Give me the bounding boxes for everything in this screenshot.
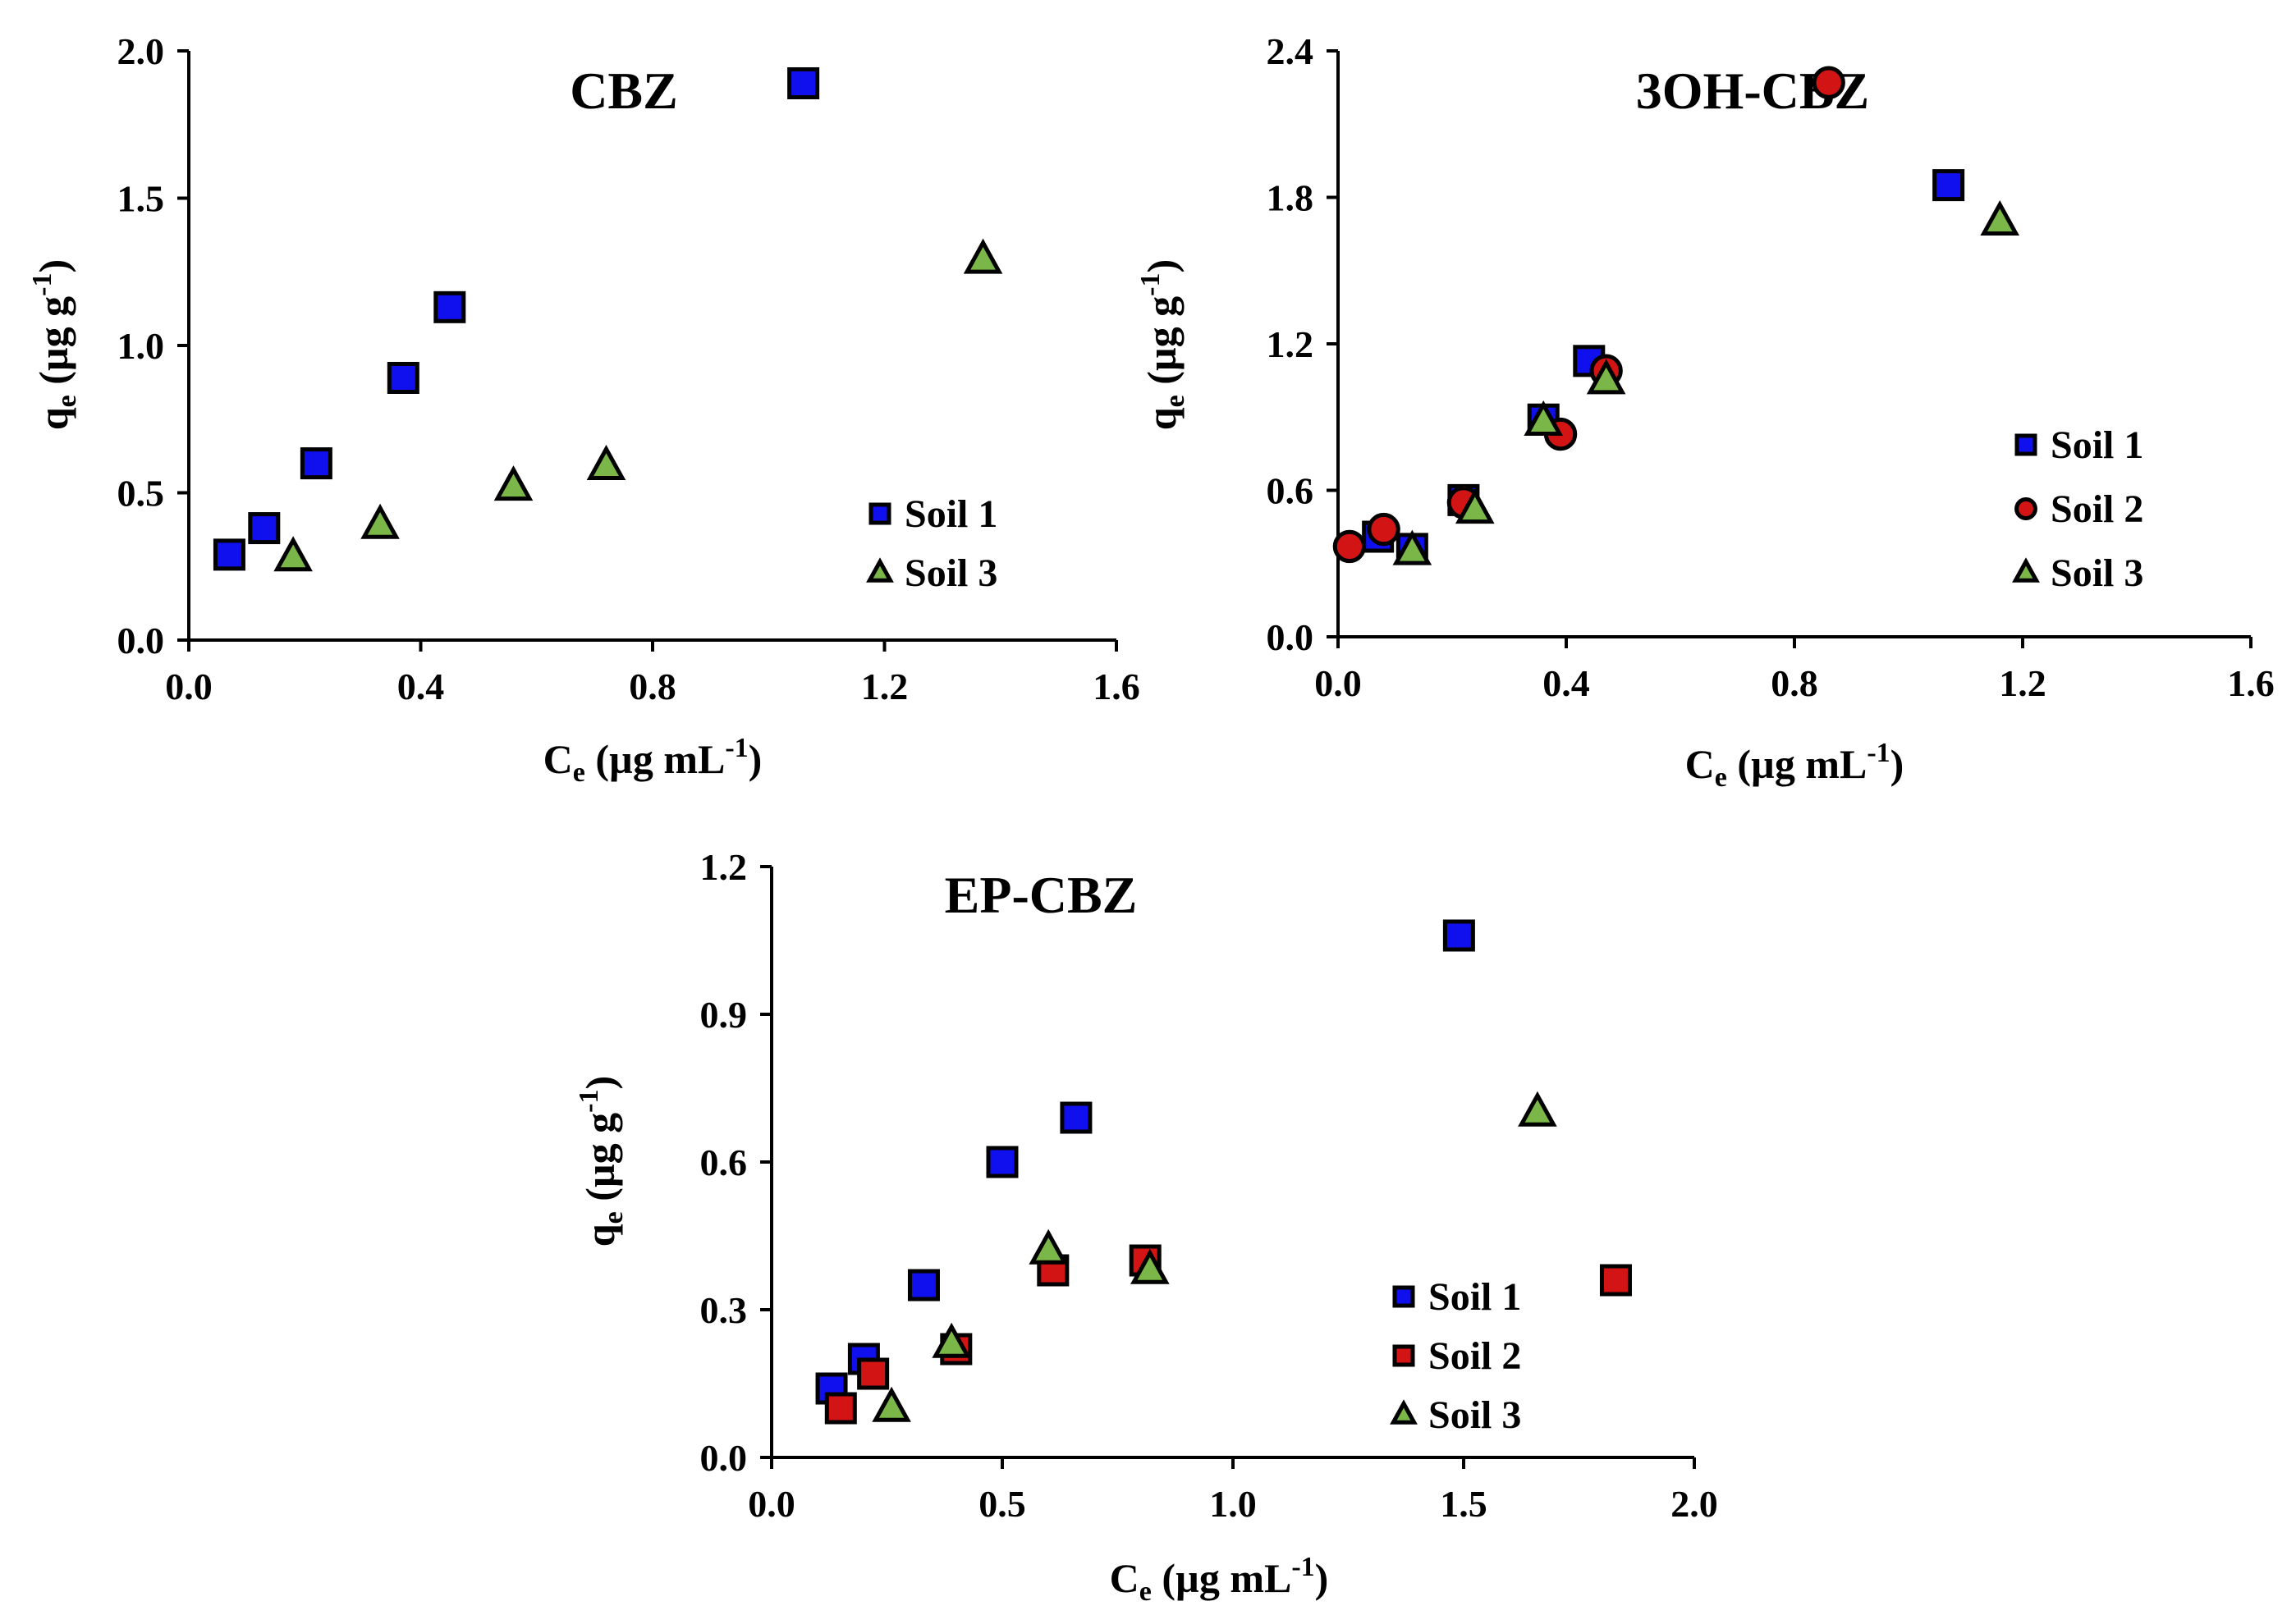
y-tick-label: 1.5 — [117, 178, 165, 220]
y-tick-label: 0.0 — [117, 620, 165, 661]
data-point — [1455, 488, 1495, 524]
x-axis-title: Ce (µg mL-1) — [1685, 738, 1904, 793]
x-axis-title: Ce (µg mL-1) — [543, 733, 763, 788]
data-point — [1518, 1091, 1557, 1127]
data-point — [273, 536, 313, 572]
y-tick-label: 0.5 — [117, 473, 165, 515]
legend-label: Soil 3 — [2051, 551, 2143, 595]
data-point — [493, 465, 534, 501]
chart-panel-1: 0.0 0.4 0.8 1.2 1.6 0.0 0.5 1.0 1.5 2.0 CBZ Ce (µg … — [27, 30, 1140, 788]
y-axis-title: qe (µg g-1) — [574, 1076, 629, 1247]
data-point — [963, 238, 1003, 274]
x-tick-label: 1.6 — [2227, 662, 2275, 704]
chart-title: CBZ — [570, 62, 678, 120]
data-point — [1060, 1101, 1093, 1134]
data-point — [387, 361, 419, 394]
data-point — [1332, 529, 1367, 564]
data-point — [1599, 1264, 1632, 1297]
legend-label: Soil 2 — [2051, 487, 2143, 531]
data-point — [213, 538, 245, 571]
data-point — [248, 512, 281, 545]
x-tick-label: 0.5 — [978, 1483, 1026, 1525]
series-soil-3 — [1392, 200, 2019, 565]
legend: Soil 1 Soil 2 Soil 3 — [2012, 423, 2143, 595]
legend-label: Soil 2 — [1428, 1334, 1521, 1378]
series-soil-3 — [872, 1091, 1557, 1422]
data-point — [1524, 400, 1563, 436]
y-tick-label: 1.2 — [1267, 323, 1314, 365]
legend: Soil 1 Soil 2 Soil 3 — [1390, 1275, 1521, 1437]
data-point — [1980, 200, 2019, 236]
y-tick-label: 0.0 — [700, 1437, 748, 1479]
y-tick-label: 0.9 — [700, 994, 748, 1036]
chart-panel-2: 0.0 0.4 0.8 1.2 1.60.00.61.21.82.43OH-CBZCe … — [1135, 30, 2275, 793]
x-tick-label: 1.5 — [1440, 1483, 1487, 1525]
x-tick-label: 0.0 — [1314, 662, 1362, 704]
data-point — [824, 1392, 857, 1425]
data-point — [986, 1146, 1019, 1178]
x-tick-label: 0.8 — [1771, 662, 1818, 704]
y-axis-title: qe (µg g-1) — [1135, 259, 1190, 430]
data-point — [1932, 169, 1965, 202]
x-tick-label: 0.0 — [165, 666, 213, 707]
legend-marker — [2012, 557, 2040, 583]
y-tick-label: 1.0 — [117, 325, 165, 367]
data-point — [300, 447, 332, 480]
y-axis-title: qe (µg g-1) — [27, 259, 82, 430]
data-point — [787, 66, 820, 99]
series-soil-1 — [815, 919, 1475, 1405]
data-point — [1392, 529, 1432, 565]
x-tick-label: 1.2 — [1999, 662, 2046, 704]
x-tick-label: 0.4 — [1542, 662, 1590, 704]
y-tick-label: 2.4 — [1267, 30, 1314, 72]
series-soil-2 — [1332, 66, 1845, 564]
x-axis-title: Ce (µg mL-1) — [1110, 1552, 1329, 1607]
legend-marker — [1390, 1399, 1418, 1425]
data-point — [1586, 359, 1626, 395]
y-tick-label: 1.8 — [1267, 177, 1314, 219]
y-tick-label: 0.6 — [1267, 470, 1314, 512]
data-point — [872, 1386, 911, 1422]
x-tick-label: 0.0 — [748, 1483, 795, 1525]
y-tick-label: 0.3 — [700, 1289, 748, 1331]
x-tick-label: 0.4 — [397, 666, 445, 707]
legend-label: Soil 3 — [1428, 1393, 1521, 1437]
data-point — [1130, 1248, 1170, 1284]
data-point — [857, 1357, 890, 1390]
legend-marker — [866, 557, 894, 583]
legend-marker — [2014, 497, 2037, 520]
data-point — [1812, 66, 1845, 99]
y-tick-label: 0.6 — [700, 1141, 748, 1183]
legend-label: Soil 1 — [2051, 423, 2143, 467]
data-point — [1442, 919, 1475, 952]
y-tick-label: 1.2 — [700, 846, 748, 888]
legend-label: Soil 1 — [905, 492, 997, 536]
legend-label: Soil 1 — [1428, 1275, 1521, 1319]
data-point — [1367, 512, 1400, 547]
x-tick-label: 1.0 — [1209, 1483, 1257, 1525]
legend-marker — [1392, 1285, 1415, 1308]
x-tick-label: 1.6 — [1093, 666, 1140, 707]
series-soil-3 — [273, 238, 1003, 572]
chart-panel-3: 0.0 0.5 1.0 1.5 2.0 0.0 0.3 0.6 0.9 1.2 EP-CBZ Ce (… — [574, 846, 1718, 1607]
x-tick-label: 0.8 — [629, 666, 676, 707]
data-point — [360, 503, 400, 539]
data-point — [433, 291, 466, 323]
legend: Soil 1 Soil 3 — [866, 492, 997, 595]
x-tick-label: 1.2 — [861, 666, 909, 707]
series-soil-1 — [213, 66, 820, 571]
data-point — [932, 1322, 971, 1358]
data-point — [1029, 1228, 1068, 1265]
x-tick-label: 2.0 — [1670, 1483, 1718, 1525]
chart-title: EP-CBZ — [945, 866, 1138, 924]
data-point — [586, 444, 626, 480]
y-tick-label: 2.0 — [117, 30, 165, 72]
legend-marker — [1392, 1344, 1415, 1367]
legend-marker — [2014, 433, 2037, 456]
legend-marker — [868, 502, 891, 525]
y-tick-label: 0.0 — [1267, 616, 1314, 658]
legend-label: Soil 3 — [905, 551, 997, 595]
data-point — [907, 1269, 940, 1302]
